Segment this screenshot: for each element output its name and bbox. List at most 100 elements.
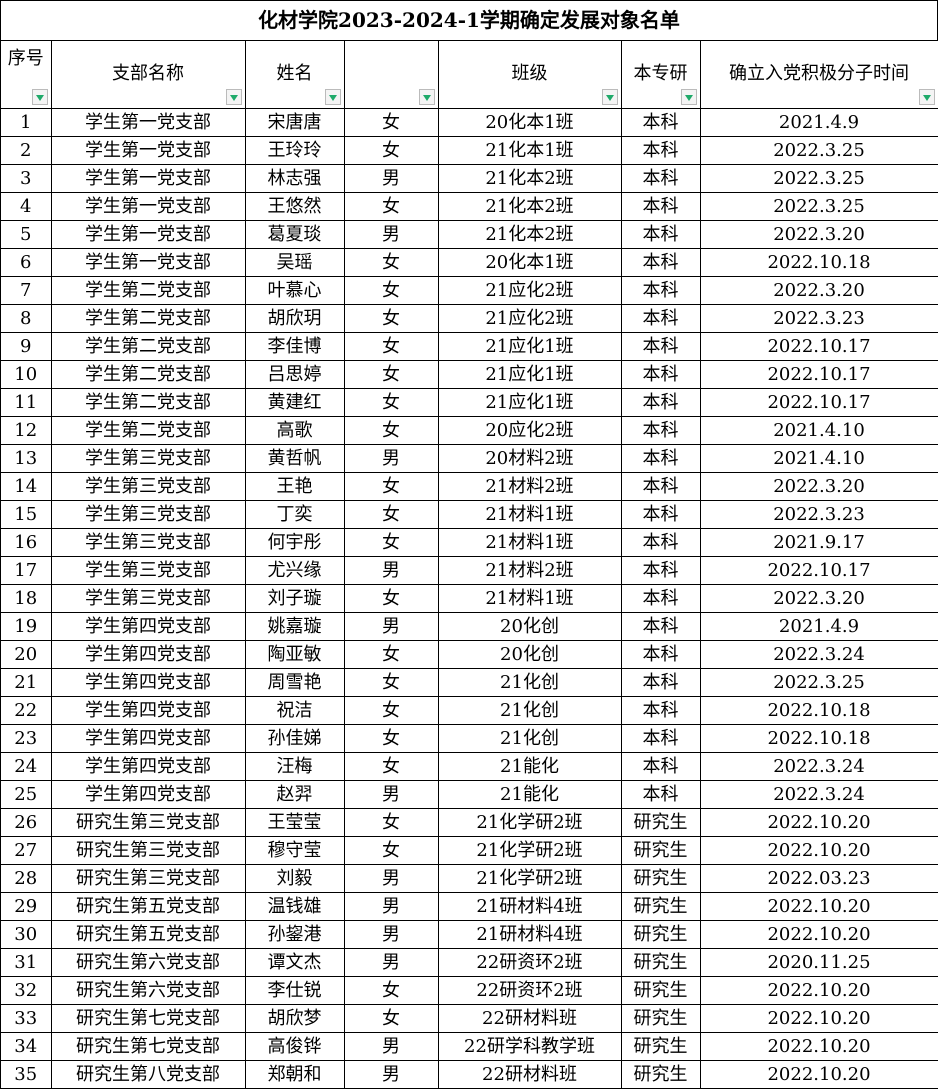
cell-date[interactable]: 2022.10.17 (700, 360, 938, 389)
cell-level[interactable]: 研究生 (621, 864, 701, 893)
cell-gender[interactable]: 女 (344, 248, 439, 277)
cell-branch[interactable]: 学生第四党支部 (51, 668, 246, 697)
cell-name[interactable]: 黄建红 (245, 388, 345, 417)
cell-level[interactable]: 研究生 (621, 808, 701, 837)
cell-name[interactable]: 陶亚敏 (245, 640, 345, 669)
cell-level[interactable]: 本科 (621, 556, 701, 585)
cell-seq[interactable]: 31 (1, 948, 52, 977)
cell-seq[interactable]: 26 (1, 808, 52, 837)
cell-level[interactable]: 研究生 (621, 948, 701, 977)
cell-gender[interactable]: 女 (344, 836, 439, 865)
filter-dropdown-icon[interactable] (680, 88, 697, 105)
cell-level[interactable]: 本科 (621, 528, 701, 557)
cell-branch[interactable]: 学生第四党支部 (51, 640, 246, 669)
cell-level[interactable]: 本科 (621, 696, 701, 725)
cell-gender[interactable]: 男 (344, 920, 439, 949)
cell-branch[interactable]: 研究生第三党支部 (51, 808, 246, 837)
cell-seq[interactable]: 3 (1, 164, 52, 193)
cell-date[interactable]: 2022.10.17 (700, 388, 938, 417)
cell-branch[interactable]: 研究生第六党支部 (51, 976, 246, 1005)
cell-seq[interactable]: 25 (1, 780, 52, 809)
cell-gender[interactable]: 女 (344, 136, 439, 165)
cell-name[interactable]: 温钱雄 (245, 892, 345, 921)
cell-level[interactable]: 本科 (621, 724, 701, 753)
cell-class[interactable]: 21研材料4班 (438, 892, 622, 921)
cell-name[interactable]: 姚嘉璇 (245, 612, 345, 641)
cell-date[interactable]: 2022.10.17 (700, 556, 938, 585)
cell-seq[interactable]: 18 (1, 584, 52, 613)
cell-class[interactable]: 20材料2班 (438, 444, 622, 473)
cell-date[interactable]: 2022.10.18 (700, 248, 938, 277)
cell-seq[interactable]: 17 (1, 556, 52, 585)
cell-name[interactable]: 高俊铧 (245, 1032, 345, 1061)
cell-name[interactable]: 叶慕心 (245, 276, 345, 305)
cell-level[interactable]: 本科 (621, 752, 701, 781)
cell-class[interactable]: 21化创 (438, 696, 622, 725)
cell-gender[interactable]: 女 (344, 668, 439, 697)
cell-branch[interactable]: 学生第四党支部 (51, 724, 246, 753)
cell-seq[interactable]: 10 (1, 360, 52, 389)
cell-gender[interactable]: 女 (344, 388, 439, 417)
cell-gender[interactable]: 女 (344, 976, 439, 1005)
cell-level[interactable]: 本科 (621, 640, 701, 669)
cell-date[interactable]: 2022.10.20 (700, 808, 938, 837)
cell-branch[interactable]: 研究生第三党支部 (51, 836, 246, 865)
cell-name[interactable]: 吕思婷 (245, 360, 345, 389)
cell-date[interactable]: 2022.10.20 (700, 1060, 938, 1089)
cell-branch[interactable]: 研究生第七党支部 (51, 1004, 246, 1033)
cell-name[interactable]: 吴瑶 (245, 248, 345, 277)
cell-name[interactable]: 黄哲帆 (245, 444, 345, 473)
cell-gender[interactable]: 男 (344, 780, 439, 809)
cell-level[interactable]: 研究生 (621, 920, 701, 949)
cell-branch[interactable]: 学生第一党支部 (51, 248, 246, 277)
cell-gender[interactable]: 女 (344, 276, 439, 305)
cell-level[interactable]: 本科 (621, 304, 701, 333)
cell-name[interactable]: 王艳 (245, 472, 345, 501)
cell-class[interactable]: 20化创 (438, 612, 622, 641)
cell-level[interactable]: 本科 (621, 136, 701, 165)
cell-seq[interactable]: 8 (1, 304, 52, 333)
cell-date[interactable]: 2022.10.17 (700, 332, 938, 361)
cell-level[interactable]: 本科 (621, 584, 701, 613)
cell-gender[interactable]: 女 (344, 696, 439, 725)
cell-date[interactable]: 2022.3.20 (700, 472, 938, 501)
cell-class[interactable]: 21能化 (438, 752, 622, 781)
cell-level[interactable]: 本科 (621, 780, 701, 809)
cell-level[interactable]: 本科 (621, 248, 701, 277)
cell-gender[interactable]: 女 (344, 808, 439, 837)
cell-gender[interactable]: 女 (344, 192, 439, 221)
cell-class[interactable]: 21化本2班 (438, 192, 622, 221)
cell-date[interactable]: 2022.10.18 (700, 724, 938, 753)
cell-branch[interactable]: 研究生第五党支部 (51, 920, 246, 949)
cell-branch[interactable]: 学生第二党支部 (51, 304, 246, 333)
cell-level[interactable]: 本科 (621, 388, 701, 417)
cell-seq[interactable]: 4 (1, 192, 52, 221)
cell-seq[interactable]: 11 (1, 388, 52, 417)
cell-class[interactable]: 21材料2班 (438, 556, 622, 585)
cell-branch[interactable]: 研究生第五党支部 (51, 892, 246, 921)
cell-class[interactable]: 21应化2班 (438, 276, 622, 305)
cell-seq[interactable]: 30 (1, 920, 52, 949)
cell-branch[interactable]: 学生第四党支部 (51, 612, 246, 641)
cell-date[interactable]: 2021.4.9 (700, 108, 938, 137)
cell-name[interactable]: 胡欣梦 (245, 1004, 345, 1033)
cell-branch[interactable]: 学生第三党支部 (51, 556, 246, 585)
cell-gender[interactable]: 男 (344, 612, 439, 641)
cell-name[interactable]: 孙鋆港 (245, 920, 345, 949)
cell-name[interactable]: 胡欣玥 (245, 304, 345, 333)
cell-seq[interactable]: 15 (1, 500, 52, 529)
cell-name[interactable]: 赵羿 (245, 780, 345, 809)
cell-seq[interactable]: 34 (1, 1032, 52, 1061)
cell-gender[interactable]: 女 (344, 1004, 439, 1033)
cell-branch[interactable]: 学生第四党支部 (51, 696, 246, 725)
cell-level[interactable]: 本科 (621, 612, 701, 641)
cell-level[interactable]: 研究生 (621, 836, 701, 865)
cell-seq[interactable]: 21 (1, 668, 52, 697)
cell-name[interactable]: 李仕锐 (245, 976, 345, 1005)
cell-seq[interactable]: 9 (1, 332, 52, 361)
cell-name[interactable]: 何宇彤 (245, 528, 345, 557)
cell-class[interactable]: 21应化2班 (438, 304, 622, 333)
cell-class[interactable]: 22研学科教学班 (438, 1032, 622, 1061)
cell-date[interactable]: 2022.3.25 (700, 668, 938, 697)
cell-level[interactable]: 本科 (621, 192, 701, 221)
